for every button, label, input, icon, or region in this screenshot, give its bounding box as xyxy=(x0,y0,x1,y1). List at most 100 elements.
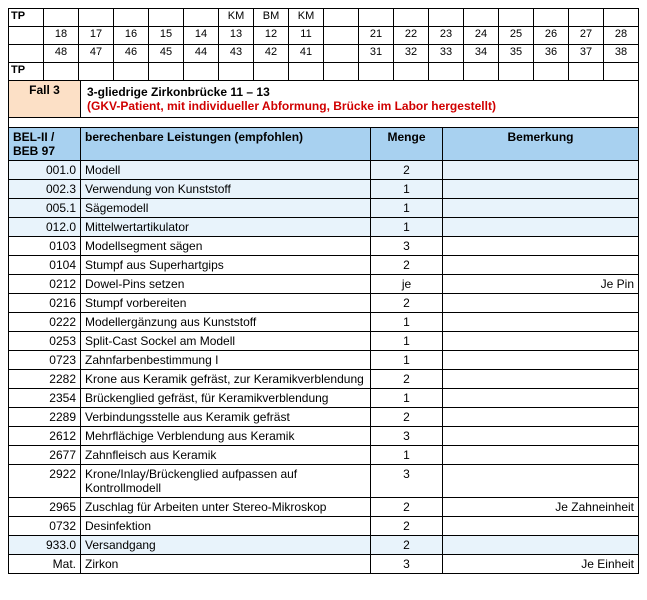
service-remark: Je Pin xyxy=(443,275,639,294)
tooth-marker-cell xyxy=(44,9,79,27)
tooth-marker-cell xyxy=(464,9,499,27)
tooth-lower-row: 48474645444342413132333435363738 xyxy=(9,45,639,63)
spacer-row xyxy=(9,118,639,128)
tooth-cell xyxy=(149,63,184,81)
tooth-marker-cell: KM xyxy=(219,9,254,27)
tooth-cell xyxy=(79,63,114,81)
tooth-cell: 44 xyxy=(184,45,219,63)
service-desc: Split-Cast Sockel am Modell xyxy=(81,332,371,351)
tooth-marker-cell xyxy=(184,9,219,27)
service-qty: 2 xyxy=(371,161,443,180)
tooth-marker-cell xyxy=(149,9,184,27)
service-desc: Verwendung von Kunststoff xyxy=(81,180,371,199)
tooth-marker-cell xyxy=(569,9,604,27)
tooth-cell: 26 xyxy=(534,27,569,45)
tooth-cell xyxy=(324,63,359,81)
service-remark xyxy=(443,180,639,199)
service-code: 002.3 xyxy=(9,180,81,199)
case-subtitle: (GKV-Patient, mit individueller Abformun… xyxy=(87,99,632,113)
tooth-cell: 33 xyxy=(429,45,464,63)
tooth-marker-cell xyxy=(429,9,464,27)
tooth-bottom-tp-row: TP xyxy=(9,63,639,81)
tooth-cell: 38 xyxy=(604,45,639,63)
tooth-cell xyxy=(44,63,79,81)
service-desc: Mittelwertartikulator xyxy=(81,218,371,237)
tooth-marker-cell xyxy=(324,9,359,27)
service-code: 2922 xyxy=(9,465,81,498)
table-row: 2965Zuschlag für Arbeiten unter Stereo-M… xyxy=(9,498,639,517)
tooth-cell: 14 xyxy=(184,27,219,45)
service-remark xyxy=(443,389,639,408)
tp-label-top: TP xyxy=(9,9,44,27)
service-remark xyxy=(443,517,639,536)
service-desc: Krone aus Keramik gefräst, zur Keramikve… xyxy=(81,370,371,389)
tooth-cell: 47 xyxy=(79,45,114,63)
tooth-cell: 34 xyxy=(464,45,499,63)
tooth-cell: 32 xyxy=(394,45,429,63)
service-code: 005.1 xyxy=(9,199,81,218)
service-remark: Je Einheit xyxy=(443,555,639,574)
tooth-markers-row: TP KMBMKM xyxy=(9,9,639,27)
tooth-cell: 16 xyxy=(114,27,149,45)
service-remark xyxy=(443,536,639,555)
service-code: 0104 xyxy=(9,256,81,275)
table-row: 0103Modellsegment sägen3 xyxy=(9,237,639,256)
tooth-cell xyxy=(289,63,324,81)
tooth-marker-cell xyxy=(499,9,534,27)
service-desc: Zirkon xyxy=(81,555,371,574)
service-remark xyxy=(443,294,639,313)
service-code: 2965 xyxy=(9,498,81,517)
service-code: 0253 xyxy=(9,332,81,351)
tooth-cell: 18 xyxy=(44,27,79,45)
tooth-cell xyxy=(324,45,359,63)
service-qty: 1 xyxy=(371,332,443,351)
service-desc: Stumpf vorbereiten xyxy=(81,294,371,313)
service-qty: 1 xyxy=(371,180,443,199)
service-code: 001.0 xyxy=(9,161,81,180)
service-remark xyxy=(443,313,639,332)
tooth-cell xyxy=(114,63,149,81)
service-desc: Modell xyxy=(81,161,371,180)
tooth-cell: 43 xyxy=(219,45,254,63)
service-desc: Modellergänzung aus Kunststoff xyxy=(81,313,371,332)
service-qty: 2 xyxy=(371,370,443,389)
service-desc: Mehrflächige Verblendung aus Keramik xyxy=(81,427,371,446)
tooth-cell: 46 xyxy=(114,45,149,63)
service-qty: 3 xyxy=(371,237,443,256)
service-remark xyxy=(443,446,639,465)
tooth-cell: 17 xyxy=(79,27,114,45)
service-qty: 2 xyxy=(371,408,443,427)
tooth-cell: 15 xyxy=(149,27,184,45)
table-row: 001.0Modell2 xyxy=(9,161,639,180)
tooth-marker-cell xyxy=(359,9,394,27)
table-row: 012.0Mittelwertartikulator1 xyxy=(9,218,639,237)
table-row: 0253Split-Cast Sockel am Modell1 xyxy=(9,332,639,351)
service-remark xyxy=(443,237,639,256)
service-qty: 2 xyxy=(371,517,443,536)
tooth-cell: 21 xyxy=(359,27,394,45)
table-row: 0216Stumpf vorbereiten2 xyxy=(9,294,639,313)
tooth-cell xyxy=(464,63,499,81)
service-remark xyxy=(443,218,639,237)
service-qty: 1 xyxy=(371,351,443,370)
service-desc: Versandgang xyxy=(81,536,371,555)
service-desc: Zahnfleisch aus Keramik xyxy=(81,446,371,465)
header-remark: Bemerkung xyxy=(443,128,639,161)
service-qty: 3 xyxy=(371,465,443,498)
table-row: 2922Krone/Inlay/Brückenglied aufpassen a… xyxy=(9,465,639,498)
tooth-marker-cell xyxy=(604,9,639,27)
service-remark xyxy=(443,351,639,370)
table-row: 0723Zahnfarbenbestimmung I1 xyxy=(9,351,639,370)
service-qty: je xyxy=(371,275,443,294)
service-remark: Je Zahneinheit xyxy=(443,498,639,517)
tooth-cell: 11 xyxy=(289,27,324,45)
tooth-cell: 48 xyxy=(44,45,79,63)
tooth-cell xyxy=(604,63,639,81)
table-row: 2354Brückenglied gefräst, für Keramikver… xyxy=(9,389,639,408)
tooth-cell xyxy=(254,63,289,81)
tooth-marker-cell xyxy=(114,9,149,27)
table-row: Mat.Zirkon3Je Einheit xyxy=(9,555,639,574)
service-desc: Modellsegment sägen xyxy=(81,237,371,256)
tooth-cell xyxy=(184,63,219,81)
service-desc: Zuschlag für Arbeiten unter Stereo-Mikro… xyxy=(81,498,371,517)
